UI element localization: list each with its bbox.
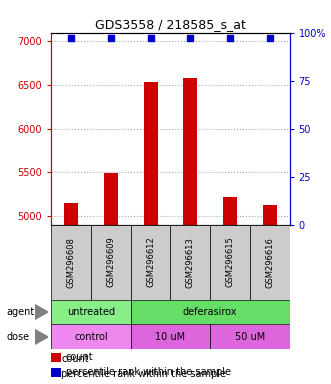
Text: 10 uM: 10 uM [155, 332, 186, 342]
Title: GDS3558 / 218585_s_at: GDS3558 / 218585_s_at [95, 18, 246, 31]
Bar [51, 300, 131, 324]
Text: count: count [66, 352, 93, 362]
Bar [131, 324, 210, 349]
Text: untreated: untreated [67, 307, 115, 317]
Bar [170, 225, 210, 300]
Bar [223, 197, 237, 225]
Text: GSM296615: GSM296615 [225, 237, 235, 288]
Text: percentile rank within the sample: percentile rank within the sample [61, 369, 226, 379]
Bar [131, 300, 290, 324]
Bar [51, 225, 91, 300]
Bar [51, 368, 61, 377]
Text: agent: agent [7, 307, 35, 317]
Bar [104, 173, 118, 225]
Text: GSM296609: GSM296609 [106, 237, 116, 288]
Text: GSM296613: GSM296613 [186, 237, 195, 288]
Text: GSM296616: GSM296616 [265, 237, 274, 288]
Bar [131, 225, 170, 300]
Text: count: count [61, 354, 89, 364]
Bar [263, 205, 277, 225]
Bar [51, 353, 61, 362]
Bar [183, 78, 197, 225]
Text: GSM296608: GSM296608 [67, 237, 76, 288]
Text: percentile rank within the sample: percentile rank within the sample [66, 367, 231, 377]
Bar [91, 225, 131, 300]
Text: 50 uM: 50 uM [235, 332, 265, 342]
Text: dose: dose [7, 332, 30, 342]
Text: GSM296612: GSM296612 [146, 237, 155, 288]
Polygon shape [35, 305, 48, 319]
Bar [250, 225, 290, 300]
Bar [210, 324, 290, 349]
Bar [210, 225, 250, 300]
Text: control: control [74, 332, 108, 342]
Polygon shape [35, 329, 48, 344]
Bar [144, 81, 158, 225]
Bar [64, 203, 78, 225]
Bar [51, 324, 131, 349]
Text: deferasirox: deferasirox [183, 307, 237, 317]
